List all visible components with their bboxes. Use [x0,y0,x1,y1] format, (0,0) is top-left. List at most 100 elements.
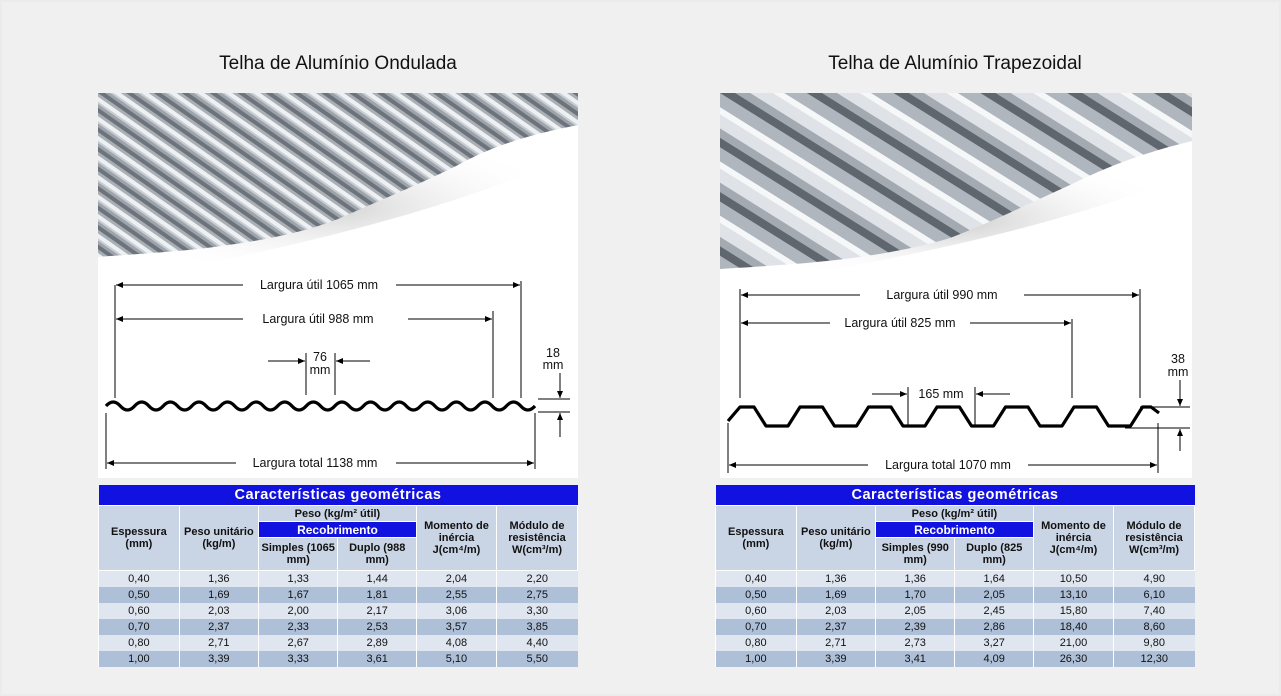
table-cell: 2,45 [954,603,1034,619]
table-cell: 2,89 [337,635,417,651]
dim-width-1065: Largura útil 1065 mm [260,278,378,292]
table-cell: 3,57 [415,619,497,635]
dim-width-825: Largura útil 825 mm [844,316,955,330]
table-cell: 2,53 [337,619,417,635]
dim-width-total: Largura total 1070 mm [885,458,1011,472]
table-cell: 3,61 [337,651,417,667]
table-cell: 15,80 [1032,603,1114,619]
header-unit-weight: Peso unitário (kg/m) [795,505,876,571]
table-cell: 0,40 [98,570,180,587]
header-thickness: Espessura (mm) [98,505,180,571]
table-cell: 10,50 [1032,570,1114,587]
table-cell: 4,40 [496,635,578,651]
table-cell: 2,73 [874,635,955,651]
corrugated-sheet-photo [98,93,578,273]
table-cell: 2,71 [795,635,876,651]
table-cell: 2,67 [257,635,338,651]
table-cell: 2,37 [795,619,876,635]
table-row: 1,00 3,39 3,33 3,61 5,10 5,50 [98,651,578,667]
header-single: Simples (1065 mm) [257,537,339,571]
dim-height-unit: mm [1168,365,1189,379]
table-cell: 0,60 [715,603,797,619]
table-row: 0,50 1,69 1,67 1,81 2,55 2,75 [98,587,578,603]
table-cell: 1,36 [178,570,259,587]
table-cell: 1,67 [257,587,338,603]
geometry-table: Características geométricas Espessura (m… [98,485,578,667]
table-cell: 0,50 [715,587,797,603]
product-title: Telha de Alumínio Ondulada [219,53,457,74]
table-cell: 4,90 [1113,570,1195,587]
trapezoidal-sheet-photo [720,93,1192,283]
table-cell: 2,04 [415,570,497,587]
geometry-table: Características geométricas Espessura (m… [715,485,1195,667]
table-row: 0,60 2,03 2,05 2,45 15,80 7,40 [715,603,1195,619]
header-unit-weight: Peso unitário (kg/m) [178,505,259,571]
table-cell: 1,64 [954,570,1034,587]
header-overlap: Recobrimento [257,521,417,538]
table-cell: 12,30 [1113,651,1195,667]
table-cell: 3,85 [496,619,578,635]
table-row: 0,70 2,37 2,39 2,86 18,40 8,60 [715,619,1195,635]
table-cell: 3,39 [178,651,259,667]
table-cell: 3,33 [257,651,338,667]
header-thickness: Espessura (mm) [715,505,797,571]
table-cell: 1,00 [98,651,180,667]
table-cell: 0,70 [98,619,180,635]
header-single: Simples (990 mm) [874,537,956,571]
header-double: Duplo (825 mm) [954,537,1034,571]
table-row: 1,00 3,39 3,41 4,09 26,30 12,30 [715,651,1195,667]
table-cell: 3,06 [415,603,497,619]
table-caption: Características geométricas [98,485,578,506]
table-cell: 2,05 [874,603,955,619]
table-cell: 0,80 [715,635,797,651]
table-row: 0,40 1,36 1,33 1,44 2,04 2,20 [98,570,578,587]
table-cell: 2,75 [496,587,578,603]
dim-height-value: 38 [1171,352,1185,366]
table-cell: 4,09 [954,651,1034,667]
table-cell: 1,44 [337,570,417,587]
table-cell: 4,08 [415,635,497,651]
table-cell: 3,41 [874,651,955,667]
header-inertia: Momento de inércia J(cm⁴/m) [1032,505,1115,571]
table-cell: 3,30 [496,603,578,619]
table-cell: 2,55 [415,587,497,603]
header-double: Duplo (988 mm) [337,537,417,571]
dim-width-988: Largura útil 988 mm [262,312,373,326]
table-cell: 1,36 [874,570,955,587]
dim-height-value: 18 [546,346,560,360]
table-cell: 1,36 [795,570,876,587]
table-row: 0,60 2,03 2,00 2,17 3,06 3,30 [98,603,578,619]
header-overlap: Recobrimento [874,521,1034,538]
table-cell: 1,81 [337,587,417,603]
table-row: 0,40 1,36 1,36 1,64 10,50 4,90 [715,570,1195,587]
table-cell: 1,70 [874,587,955,603]
table-row: 0,70 2,37 2,33 2,53 3,57 3,85 [98,619,578,635]
header-inertia: Momento de inércia J(cm⁴/m) [415,505,498,571]
table-row: 0,80 2,71 2,67 2,89 4,08 4,40 [98,635,578,651]
dim-pitch: 165 mm [918,387,963,401]
table-cell: 2,20 [496,570,578,587]
table-cell: 1,69 [795,587,876,603]
header-resistance: Módulo de resistência W(cm³/m) [496,505,578,571]
table-cell: 2,39 [874,619,955,635]
header-resistance: Módulo de resistência W(cm³/m) [1113,505,1195,571]
trapezoidal-profile-diagram: Largura útil 990 mm Largura útil 825 mm … [720,283,1192,478]
table-cell: 2,03 [178,603,259,619]
product-title: Telha de Alumínio Trapezoidal [828,53,1082,74]
table-cell: 5,50 [496,651,578,667]
table-cell: 18,40 [1032,619,1114,635]
table-cell: 0,40 [715,570,797,587]
table-row: 0,50 1,69 1,70 2,05 13,10 6,10 [715,587,1195,603]
table-row: 0,80 2,71 2,73 3,27 21,00 9,80 [715,635,1195,651]
header-weight: Peso (kg/m² útil) [874,505,1034,522]
table-cell: 1,00 [715,651,797,667]
table-cell: 26,30 [1032,651,1114,667]
table-cell: 0,50 [98,587,180,603]
table-cell: 13,10 [1032,587,1114,603]
dim-width-990: Largura útil 990 mm [886,288,997,302]
table-cell: 2,37 [178,619,259,635]
table-cell: 2,00 [257,603,338,619]
table-cell: 21,00 [1032,635,1114,651]
table-cell: 8,60 [1113,619,1195,635]
table-cell: 2,17 [337,603,417,619]
